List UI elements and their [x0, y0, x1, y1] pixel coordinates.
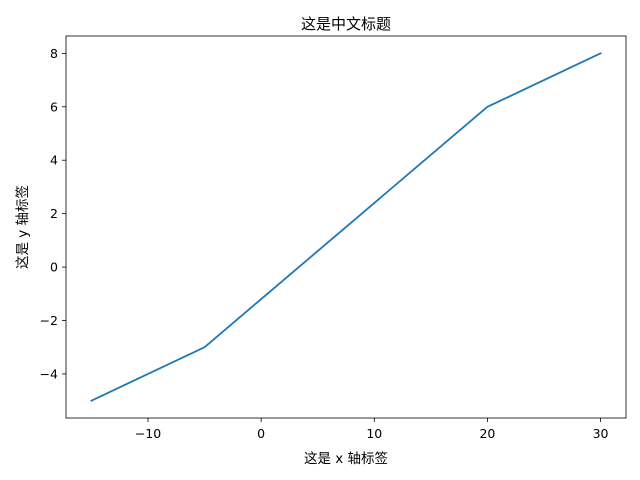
series-line: [90, 52, 602, 402]
x-tick-label: 10: [366, 426, 382, 441]
y-tick-label: −4: [40, 366, 58, 381]
y-tick-label: 0: [50, 260, 58, 275]
x-axis-label: 这是 x 轴标签: [304, 450, 389, 467]
plot-frame: [65, 35, 627, 419]
series-layer: [90, 52, 602, 402]
x-tick-label: 0: [257, 426, 265, 441]
y-axis-label: 这是 y 轴标签: [14, 184, 31, 269]
y-axis-ticks: −4 −2 0 2 4 6 8: [40, 46, 66, 381]
chart-title: 这是中文标题: [301, 15, 391, 33]
x-tick-label: 20: [479, 426, 495, 441]
x-axis-ticks: −10 0 10 20 30: [135, 418, 609, 441]
x-tick-label: 30: [593, 426, 609, 441]
y-tick-label: 8: [50, 46, 58, 61]
x-tick-label: −10: [135, 426, 161, 441]
y-tick-label: 4: [50, 153, 58, 168]
y-tick-label: 2: [50, 206, 58, 221]
y-tick-label: −2: [40, 313, 58, 328]
y-tick-label: 6: [50, 99, 58, 114]
